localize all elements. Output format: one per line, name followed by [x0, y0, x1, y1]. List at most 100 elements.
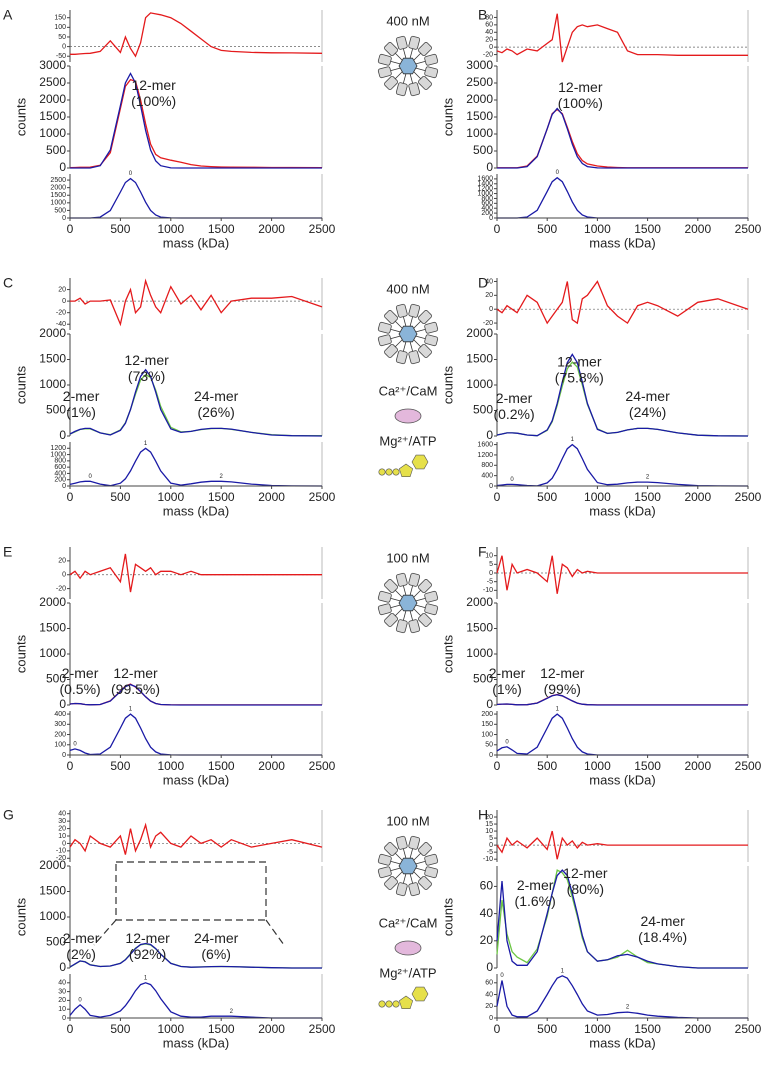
- peak-annotation: (1.6%): [515, 893, 556, 909]
- particle-icon: [377, 303, 439, 365]
- y-tick-label: -20: [56, 855, 66, 862]
- y-tick-label: 100: [54, 742, 66, 749]
- peak-annotation: 2-mer: [63, 388, 100, 404]
- x-tick-label: 500: [537, 759, 557, 773]
- y-tick-label: 1000: [466, 126, 493, 140]
- peak-index: 2: [230, 1009, 234, 1015]
- y-tick-label: 1500: [466, 109, 493, 123]
- peak-annotation: (100%): [131, 93, 176, 109]
- series-line: [497, 107, 748, 169]
- x-tick-label: 0: [494, 1022, 501, 1036]
- series-line: [496, 353, 749, 437]
- y-tick-label: 2500: [39, 75, 66, 89]
- y-tick-label: 1200: [477, 452, 493, 459]
- x-tick-label: 0: [67, 490, 74, 504]
- y-tick-label: 150: [481, 721, 493, 728]
- particle-domain: [384, 42, 399, 57]
- y-tick-label: 1500: [39, 109, 66, 123]
- particle-domain: [384, 343, 399, 358]
- y-tick-label: -40: [56, 321, 66, 328]
- x-axis-label: mass (kDa): [163, 772, 229, 787]
- peak-annotation: (24%): [629, 404, 666, 420]
- y-tick-label: 15: [485, 821, 493, 828]
- panel-label: D: [478, 275, 488, 291]
- y-tick-label: 50: [58, 34, 66, 41]
- particle-domain: [377, 66, 392, 79]
- particle-domain: [395, 303, 408, 318]
- peak-index: 0: [88, 474, 92, 480]
- y-tick-label: 400: [54, 470, 66, 477]
- y-tick-label: 0: [489, 483, 493, 490]
- x-tick-label: 0: [494, 490, 501, 504]
- concentration-label: 100 nM: [386, 550, 429, 565]
- y-tick-label: 10: [485, 553, 493, 560]
- y-tick-label: 2000: [39, 92, 66, 106]
- atp-phosphate: [392, 468, 400, 476]
- concentration-label: 100 nM: [386, 813, 429, 828]
- y-tick-label: 500: [473, 403, 493, 417]
- y-tick-label: 1500: [466, 352, 493, 366]
- particle-domain: [408, 835, 421, 850]
- panel-label: H: [478, 807, 488, 823]
- y-tick-label: 100: [481, 731, 493, 738]
- series-line: [496, 13, 748, 63]
- y-tick-label: 20: [58, 997, 66, 1004]
- concentration-label: 400 nM: [386, 281, 429, 296]
- x-tick-label: 2500: [309, 1022, 336, 1036]
- atp-ribose: [398, 463, 414, 478]
- concentration-label: 400 nM: [386, 13, 429, 28]
- series-line: [69, 374, 323, 437]
- x-tick-label: 500: [110, 222, 130, 236]
- peak-index: 1: [561, 968, 565, 974]
- peak-index: 1: [144, 975, 148, 981]
- y-tick-label: 0: [62, 215, 66, 222]
- peak-index: 2: [646, 475, 650, 481]
- x-tick-label: 1000: [584, 759, 611, 773]
- peak-annotation: (18.4%): [638, 929, 687, 945]
- x-tick-label: 1000: [584, 222, 611, 236]
- particle-domain: [417, 75, 432, 90]
- series-line: [496, 869, 748, 969]
- y-tick-label: -20: [56, 310, 66, 317]
- atp-base: [411, 986, 429, 1002]
- x-tick-label: 2500: [735, 490, 762, 504]
- y-tick-label: 1000: [50, 200, 66, 207]
- y-axis-label: counts: [13, 365, 28, 404]
- x-tick-label: 1500: [634, 759, 661, 773]
- y-tick-label: 2000: [50, 184, 66, 191]
- y-tick-label: 1500: [39, 884, 66, 898]
- x-tick-label: 1000: [157, 759, 184, 773]
- series-line: [496, 443, 749, 487]
- x-axis-label: mass (kDa): [589, 1035, 655, 1050]
- cofactor-label: Mg²⁺/ATP: [379, 433, 436, 448]
- x-tick-label: 1000: [584, 1022, 611, 1036]
- y-tick-label: 30: [58, 818, 66, 825]
- y-tick-label: 500: [46, 935, 66, 949]
- peak-annotation: 2-mer: [63, 930, 100, 946]
- y-tick-label: 400: [481, 472, 493, 479]
- panel-label: E: [3, 544, 12, 560]
- y-tick-label: 3000: [39, 58, 66, 72]
- y-tick-label: 20: [480, 933, 494, 947]
- y-tick-label: 40: [485, 278, 493, 285]
- particle-hub: [398, 857, 418, 875]
- peak-index: 0: [78, 997, 82, 1003]
- y-tick-label: -10: [483, 856, 493, 863]
- peak-index: 0: [129, 171, 133, 177]
- y-tick-label: 20: [58, 825, 66, 832]
- peak-index: 2: [220, 474, 224, 480]
- peak-annotation: (0.2%): [493, 406, 534, 422]
- x-tick-label: 500: [110, 1022, 130, 1036]
- series-line: [497, 176, 748, 219]
- y-tick-label: -5: [487, 849, 493, 856]
- series-line: [69, 447, 323, 487]
- y-tick-label: 0: [489, 570, 493, 577]
- inset-frame: [93, 861, 285, 946]
- y-tick-label: 0: [489, 752, 493, 759]
- y-tick-label: 0: [62, 1015, 66, 1022]
- particle-domain: [424, 334, 439, 347]
- particle-domain: [417, 875, 432, 890]
- y-axis-label: counts: [440, 365, 455, 404]
- y-tick-label: 150: [54, 15, 66, 22]
